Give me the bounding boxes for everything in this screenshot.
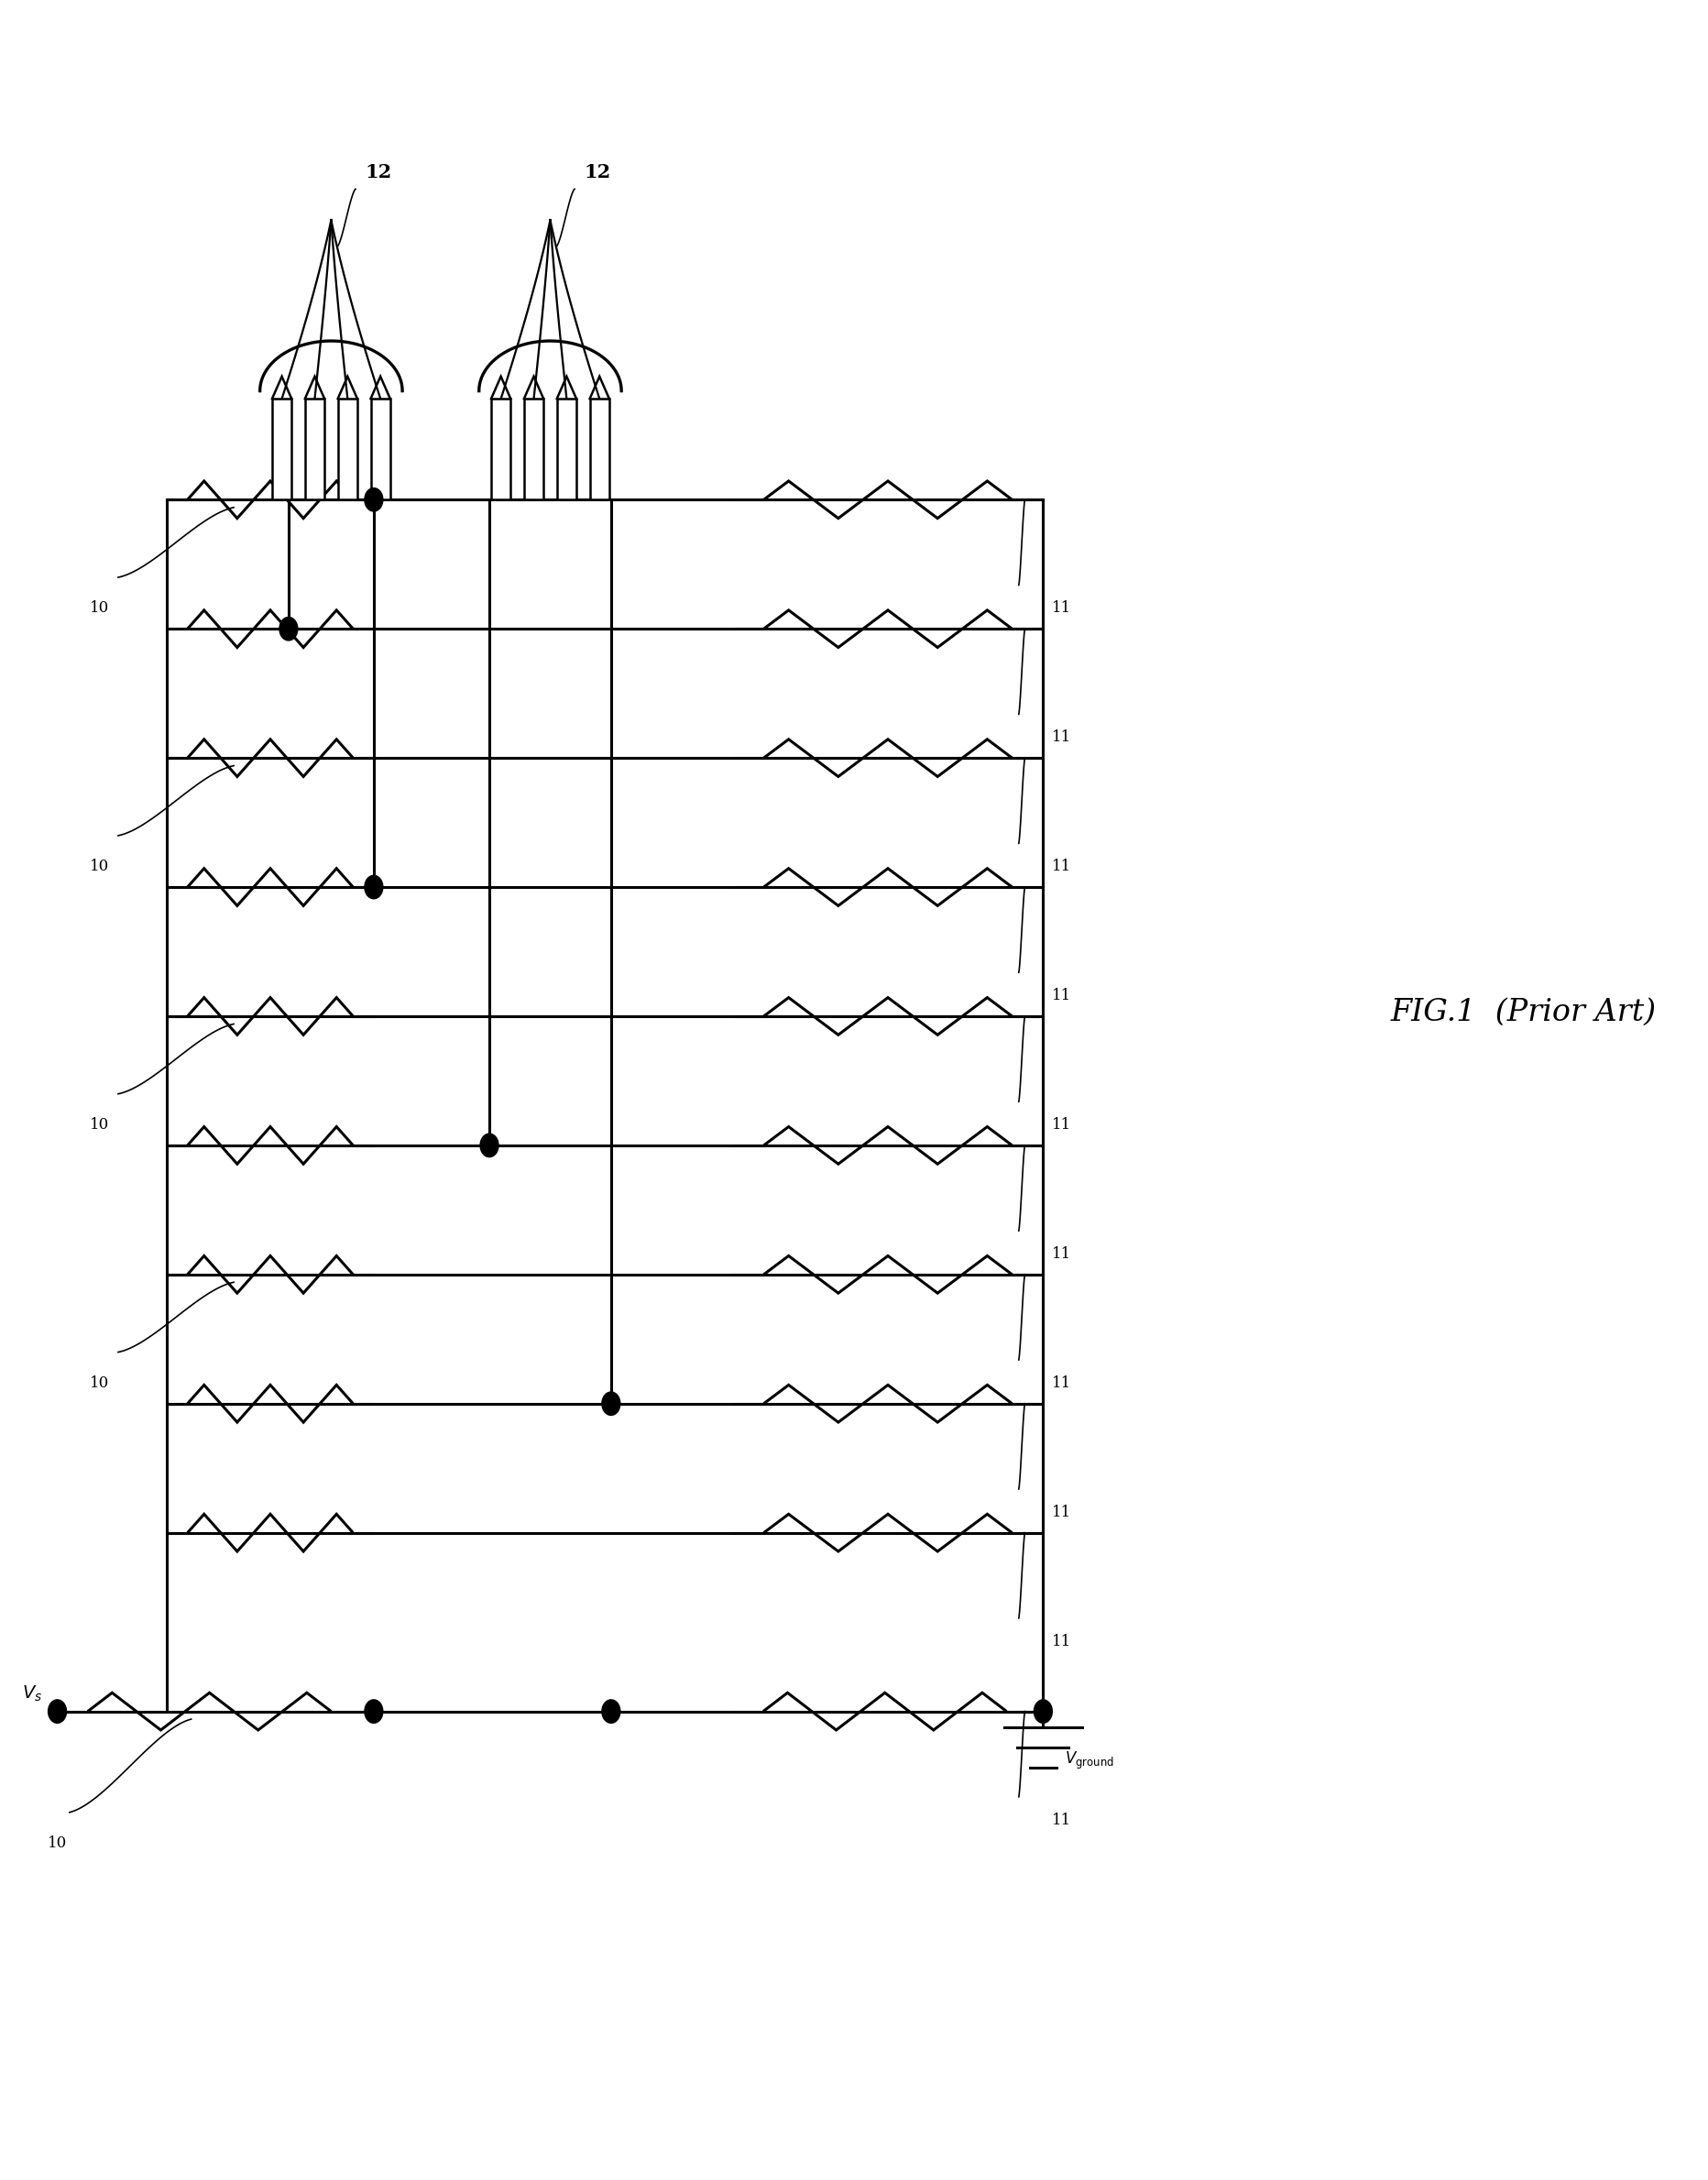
Circle shape xyxy=(1033,1700,1052,1722)
Circle shape xyxy=(480,1134,499,1158)
Text: 11: 11 xyxy=(1050,859,1071,874)
Text: 10: 10 xyxy=(91,1116,109,1134)
Bar xyxy=(304,399,325,499)
Bar xyxy=(524,399,543,499)
Circle shape xyxy=(364,1700,383,1722)
Text: $V_{\mathrm{ground}}$: $V_{\mathrm{ground}}$ xyxy=(1064,1751,1114,1772)
Text: FIG.1  (Prior Art): FIG.1 (Prior Art) xyxy=(1390,998,1655,1027)
Text: 11: 11 xyxy=(1050,1504,1071,1519)
Text: 10: 10 xyxy=(91,602,109,617)
Bar xyxy=(589,399,610,499)
Text: 10: 10 xyxy=(48,1836,67,1851)
Circle shape xyxy=(364,876,383,898)
Text: 11: 11 xyxy=(1050,1247,1071,1262)
Bar xyxy=(490,399,511,499)
Circle shape xyxy=(601,1393,620,1415)
Text: 11: 11 xyxy=(1050,1812,1071,1829)
Circle shape xyxy=(280,617,297,641)
Circle shape xyxy=(364,488,383,512)
Bar xyxy=(338,399,357,499)
Text: 11: 11 xyxy=(1050,1633,1071,1650)
Bar xyxy=(557,399,576,499)
Text: 11: 11 xyxy=(1050,1376,1071,1391)
Text: 10: 10 xyxy=(91,1376,109,1391)
Text: 12: 12 xyxy=(366,164,391,181)
Bar xyxy=(272,399,292,499)
Text: 11: 11 xyxy=(1050,1116,1071,1134)
Text: 10: 10 xyxy=(91,859,109,874)
Text: 11: 11 xyxy=(1050,988,1071,1003)
Circle shape xyxy=(48,1700,67,1722)
Text: 12: 12 xyxy=(584,164,611,181)
Text: $V_s$: $V_s$ xyxy=(22,1685,43,1703)
Text: 11: 11 xyxy=(1050,602,1071,617)
Text: 11: 11 xyxy=(1050,730,1071,746)
Circle shape xyxy=(601,1700,620,1722)
Bar xyxy=(371,399,389,499)
